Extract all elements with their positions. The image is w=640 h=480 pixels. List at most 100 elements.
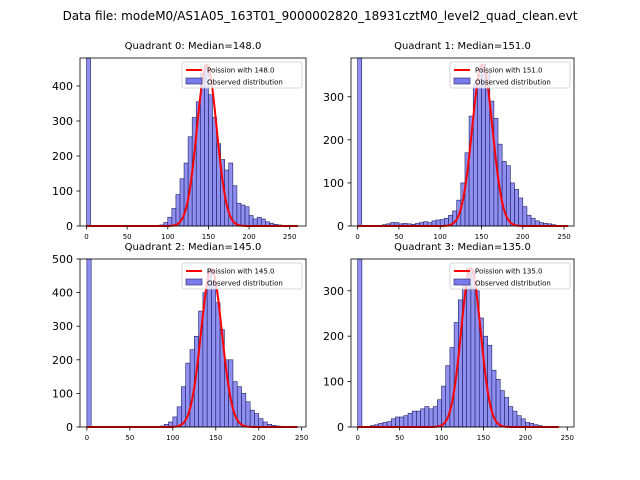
subplot-3: Quadrant 3: Median=135.0 0 50 100 150 200 250 0… <box>323 242 575 442</box>
x-tick-label: 150 <box>477 434 490 442</box>
legend-patch-swatch <box>185 77 203 85</box>
legend-box <box>181 61 303 89</box>
histogram-bar <box>512 410 518 428</box>
histogram-bar <box>522 206 528 227</box>
histogram-bar <box>245 401 251 428</box>
histogram-bar <box>520 418 526 428</box>
poisson-curve <box>357 63 569 227</box>
histogram-bar <box>86 57 91 227</box>
histogram-bar <box>171 208 177 227</box>
histogram-bar <box>236 202 242 227</box>
y-tick-label: 0 <box>337 421 344 434</box>
axes-frame <box>350 258 575 428</box>
x-tick-label: 200 <box>252 434 265 442</box>
histogram-bar <box>357 57 363 227</box>
y-tick-label: 500 <box>52 253 73 266</box>
x-tick-label: 250 <box>557 233 570 241</box>
legend-label-poisson: Poission with 135.0 <box>475 268 543 276</box>
histogram-bar <box>357 258 363 428</box>
histogram-bar <box>208 94 213 227</box>
histogram-bar <box>254 413 260 428</box>
legend-patch-swatch <box>453 77 471 85</box>
legend-label-observed: Observed distribution <box>207 79 283 87</box>
x-tick-label: 50 <box>123 233 132 241</box>
x-tick-label: 150 <box>202 233 215 241</box>
histogram-bar <box>252 218 258 227</box>
y-tick-label: 100 <box>323 376 344 389</box>
histogram-bar <box>167 216 173 227</box>
y-tick-label: 200 <box>52 150 73 163</box>
histogram-bar <box>518 197 524 227</box>
subplot-2: Quadrant 2: Median=145.0 0 50 100 150 200 250 0… <box>52 242 308 442</box>
legend-label-observed: Observed distribution <box>475 280 551 288</box>
histogram-bar <box>411 410 417 428</box>
subplot-title: Quadrant 2: Median=145.0 <box>125 242 262 253</box>
y-tick-label: 200 <box>52 354 73 367</box>
histogram-bar <box>432 406 438 428</box>
histogram-bar <box>215 302 221 428</box>
x-tick-label: 50 <box>394 233 403 241</box>
subplot-title: Quadrant 0: Median=148.0 <box>125 41 262 52</box>
y-tick-label: 100 <box>323 177 344 190</box>
x-tick-label: 0 <box>84 233 88 241</box>
y-tick-label: 300 <box>52 115 73 128</box>
y-tick-label: 0 <box>66 421 73 434</box>
subplot-0: Quadrant 0: Median=148.0 0 50 100 150 200 250 0… <box>52 41 307 241</box>
histogram-bar <box>514 189 519 227</box>
x-tick-label: 0 <box>355 434 359 442</box>
legend-label-poisson: Poission with 145.0 <box>207 268 275 276</box>
histogram-bar <box>530 217 536 227</box>
y-tick-label: 200 <box>323 330 344 343</box>
y-tick-label: 100 <box>52 387 73 400</box>
figure-title: Data file: modeM0/AS1A05_163T01_90000028… <box>63 9 578 23</box>
histogram-bar <box>424 406 430 428</box>
y-tick-label: 300 <box>323 91 344 104</box>
x-tick-label: 100 <box>161 233 174 241</box>
legend-label-observed: Observed distribution <box>207 280 283 288</box>
legend-patch-swatch <box>453 278 471 286</box>
y-tick-label: 100 <box>52 185 73 198</box>
legend-label-poisson: Poission with 151.0 <box>475 67 543 75</box>
y-tick-label: 0 <box>337 220 344 233</box>
histogram-bar <box>183 162 189 227</box>
histogram-bar <box>232 185 238 227</box>
x-tick-label: 200 <box>242 233 255 241</box>
x-tick-label: 150 <box>475 233 488 241</box>
histogram-bar <box>256 216 262 227</box>
histogram-bar <box>249 409 255 428</box>
x-tick-label: 100 <box>166 434 179 442</box>
histogram-bar <box>403 415 409 428</box>
y-tick-label: 400 <box>52 80 73 93</box>
histogram-bar <box>516 415 522 428</box>
poisson-curve <box>86 267 298 428</box>
legend-patch-swatch <box>185 278 203 286</box>
x-tick-label: 250 <box>283 233 296 241</box>
x-tick-label: 200 <box>516 233 529 241</box>
axes-frame <box>79 57 307 227</box>
y-tick-label: 0 <box>66 220 73 233</box>
histogram-bar <box>212 117 217 227</box>
x-tick-label: 100 <box>434 233 447 241</box>
histogram-bar <box>510 182 515 227</box>
histogram-bar <box>487 344 493 428</box>
x-tick-label: 150 <box>209 434 222 442</box>
y-tick-label: 300 <box>323 285 344 298</box>
histogram-bar <box>466 267 472 428</box>
y-tick-label: 400 <box>52 287 73 300</box>
x-tick-label: 0 <box>355 233 359 241</box>
subplot-1: Quadrant 1: Median=151.0 0 50 100 150 200 250 0… <box>323 41 575 241</box>
histogram-bar <box>499 390 505 428</box>
axes-frame <box>350 57 575 227</box>
x-tick-label: 50 <box>125 434 134 442</box>
y-tick-label: 300 <box>52 320 73 333</box>
histogram-bar <box>211 282 217 428</box>
histogram-bar <box>390 418 396 428</box>
histogram-bar <box>399 416 405 428</box>
histogram-bar <box>477 74 482 227</box>
legend-label-poisson: Poission with 148.0 <box>207 67 275 75</box>
x-tick-label: 250 <box>295 434 308 442</box>
histogram-bar <box>526 214 532 227</box>
subplot-title: Quadrant 3: Median=135.0 <box>394 242 531 253</box>
histogram-bar <box>204 64 209 227</box>
legend-box <box>449 61 571 89</box>
